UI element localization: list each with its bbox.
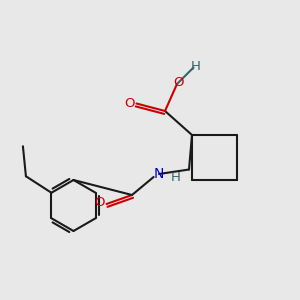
Text: H: H — [171, 170, 180, 184]
Text: O: O — [95, 196, 105, 209]
Text: N: N — [154, 167, 164, 181]
Text: O: O — [124, 97, 134, 110]
Text: H: H — [191, 59, 201, 73]
Text: O: O — [173, 76, 184, 89]
